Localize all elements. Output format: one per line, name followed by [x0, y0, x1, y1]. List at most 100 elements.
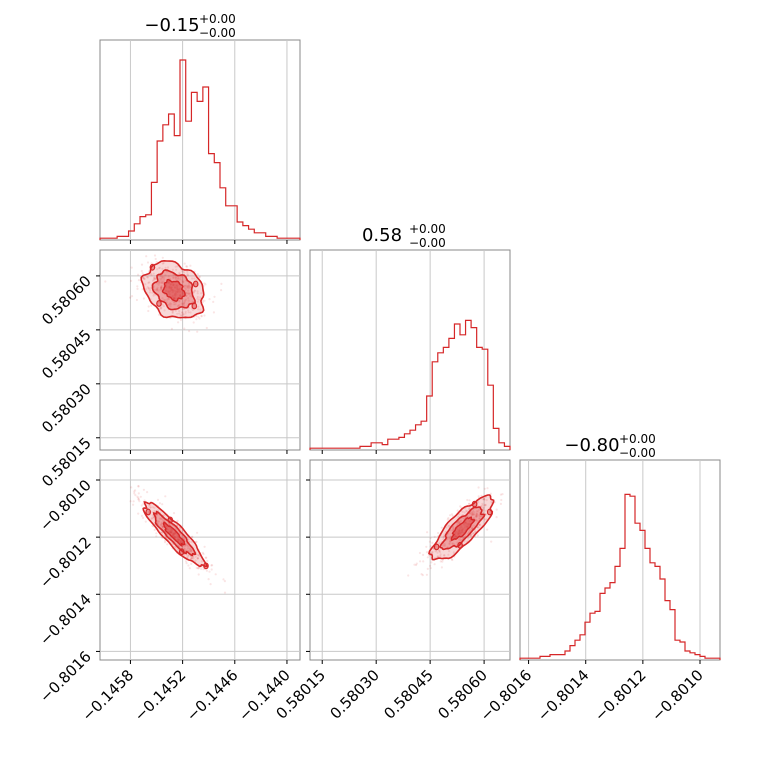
scatter-point — [212, 311, 215, 314]
scatter-point — [203, 299, 206, 302]
scatter-point — [152, 515, 155, 518]
scatter-point — [475, 512, 478, 515]
scatter-point — [467, 537, 470, 540]
scatter-point — [165, 526, 168, 529]
scatter-point — [458, 532, 461, 535]
scatter-point — [175, 284, 178, 287]
scatter-point — [186, 286, 189, 289]
scatter-point — [458, 537, 461, 540]
scatter-point — [203, 314, 206, 317]
scatter-point — [447, 525, 450, 528]
scatter-point — [458, 531, 461, 534]
scatter-point — [173, 303, 176, 306]
scatter-point — [489, 492, 492, 495]
scatter-point — [162, 261, 165, 265]
scatter-point — [186, 286, 189, 289]
panel-title-sup-0: +0.00 — [199, 12, 236, 26]
scatter-point — [440, 566, 443, 569]
contour-island — [457, 541, 463, 549]
scatter-point — [153, 278, 156, 281]
scatter-point — [204, 283, 207, 286]
scatter-point — [190, 557, 193, 560]
contour-island — [192, 280, 199, 288]
scatter-point — [183, 547, 186, 550]
scatter-point — [500, 498, 503, 502]
scatter-point — [190, 557, 193, 560]
scatter-point — [197, 308, 200, 311]
scatter-point — [208, 570, 211, 573]
scatter-point — [192, 555, 195, 559]
scatter-point — [130, 486, 133, 489]
scatter-point — [155, 260, 158, 264]
scatter-point — [171, 294, 174, 297]
scatter-point — [188, 567, 191, 570]
scatter-point — [203, 282, 206, 285]
scatter-point — [169, 527, 173, 531]
scatter-point — [187, 297, 190, 300]
scatter-point — [442, 544, 445, 547]
scatter-point — [464, 521, 467, 524]
scatter-point — [460, 526, 463, 529]
scatter-point — [196, 273, 199, 276]
scatter-point — [448, 543, 451, 546]
scatter-point — [182, 280, 185, 283]
scatter-point — [172, 276, 175, 279]
scatter-point — [169, 531, 172, 535]
scatter-point — [159, 523, 163, 526]
scatter-point — [151, 506, 154, 509]
scatter-point — [129, 296, 132, 299]
scatter-point — [419, 560, 422, 563]
contour-island — [471, 500, 478, 508]
scatter-point — [187, 554, 190, 557]
scatter-point — [148, 281, 151, 284]
scatter-point — [178, 290, 181, 293]
scatter-point — [457, 532, 460, 536]
scatter-point — [449, 540, 452, 543]
scatter-point — [439, 555, 442, 558]
scatter-point — [468, 507, 471, 510]
scatter-point — [179, 294, 182, 297]
scatter-point — [459, 538, 462, 542]
scatter-point — [179, 314, 182, 317]
scatter-point — [459, 532, 462, 535]
scatter-point — [158, 313, 161, 316]
scatter-point — [174, 278, 177, 282]
scatter-point — [448, 524, 451, 527]
scatter-point — [212, 300, 215, 303]
y-tick-label: −0.8012 — [36, 533, 95, 592]
scatter-point — [154, 277, 157, 280]
scatter-point — [465, 522, 468, 526]
scatter-point — [155, 532, 158, 535]
scatter-point — [452, 528, 455, 531]
scatter-point — [137, 279, 140, 282]
scatter-point — [431, 551, 434, 554]
scatter-point — [437, 531, 440, 535]
scatter-point — [478, 517, 481, 520]
scatter-point — [184, 560, 188, 563]
scatter-point — [137, 492, 140, 495]
scatter-point — [158, 502, 161, 505]
scatter-point — [165, 286, 168, 289]
panel-title-0: −0.15 — [144, 15, 199, 36]
scatter-point — [155, 535, 158, 538]
scatter-point — [143, 499, 146, 502]
scatter-point — [137, 484, 140, 488]
scatter-point — [158, 279, 161, 282]
panel-title-1: 0.58 — [362, 225, 402, 246]
scatter-point — [161, 280, 164, 283]
scatter-point — [161, 526, 164, 529]
scatter-point — [162, 278, 165, 281]
scatter-point — [196, 290, 199, 293]
scatter-point — [475, 513, 478, 516]
scatter-point — [415, 562, 418, 565]
scatter-point — [185, 294, 188, 297]
contours — [142, 501, 209, 570]
scatter-point — [484, 509, 488, 512]
scatter-point — [175, 528, 178, 531]
scatter-point — [177, 321, 180, 324]
panel-frame — [99, 459, 301, 661]
scatter-point — [172, 289, 175, 292]
hist-panel-1: 0.58 +0.00−0.00 — [309, 222, 511, 454]
scatter-point — [477, 508, 481, 511]
scatter-point — [220, 289, 223, 292]
